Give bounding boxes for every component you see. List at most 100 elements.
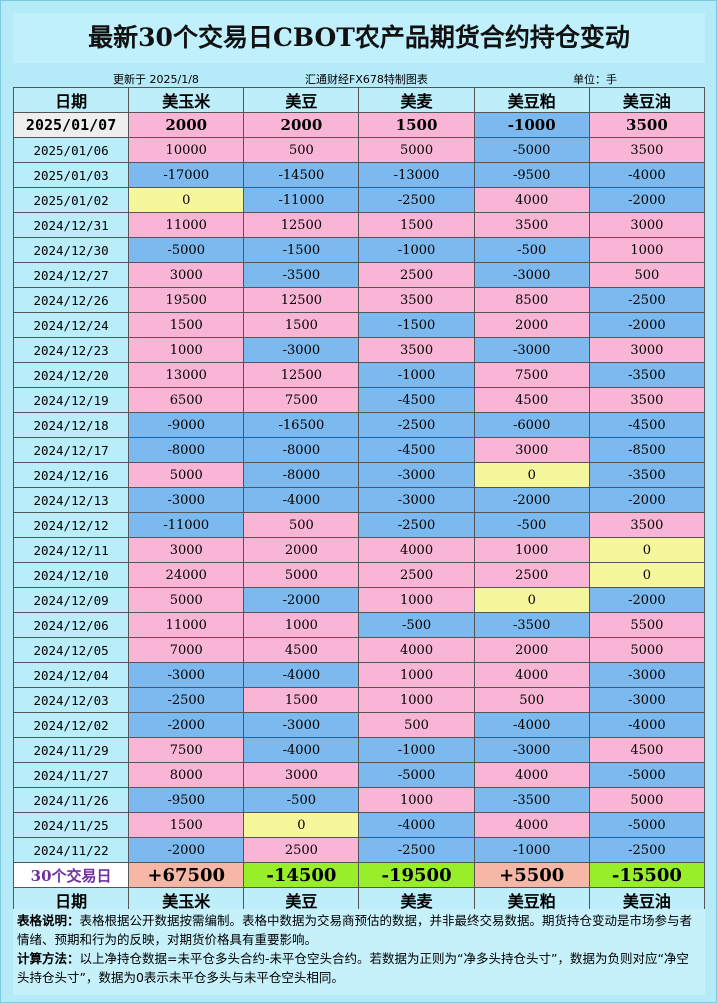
cell: 0 bbox=[473, 587, 590, 613]
cell: 3500 bbox=[358, 287, 475, 313]
note-label: 表格说明： bbox=[17, 913, 80, 928]
cell: -4000 bbox=[588, 712, 706, 738]
cell: -500 bbox=[473, 512, 590, 538]
cell: -3000 bbox=[588, 662, 706, 688]
cell: 500 bbox=[358, 712, 475, 738]
note-label: 计算方法： bbox=[17, 951, 80, 966]
note-text: 以上净持仓数据=未平仓多头合约-未平仓空头合约。若数据为正则为“净多头持仓头寸”… bbox=[17, 951, 689, 985]
cell: -9500 bbox=[473, 162, 590, 188]
cell: 0 bbox=[128, 187, 245, 213]
data-row: 2024/12/18 -9000 -16500 -2500 -6000 -4500 bbox=[12, 412, 706, 438]
cell: -4000 bbox=[588, 162, 706, 188]
date-cell: 2025/01/06 bbox=[12, 137, 130, 163]
data-row: 2025/01/03 -17000 -14500 -13000 -9500 -4000 bbox=[12, 162, 706, 188]
cell: -8500 bbox=[588, 437, 706, 463]
cell: -2000 bbox=[128, 837, 245, 863]
data-row: 2024/12/23 1000 -3000 3500 -3000 3000 bbox=[12, 337, 706, 363]
cell: -1000 bbox=[358, 737, 475, 763]
cell: 2000 bbox=[473, 637, 590, 663]
cell: -4000 bbox=[358, 812, 475, 838]
cell: 3000 bbox=[473, 437, 590, 463]
cell: 3500 bbox=[588, 112, 706, 138]
cell: -6000 bbox=[473, 412, 590, 438]
date-cell: 2024/12/13 bbox=[12, 487, 130, 513]
total-cell: +5500 bbox=[473, 862, 590, 888]
cell: -2000 bbox=[588, 487, 706, 513]
date-cell: 2024/12/04 bbox=[12, 662, 130, 688]
footer-row: 日期 美玉米 美豆 美麦 美豆粕 美豆油 bbox=[12, 887, 706, 913]
date-cell: 2024/12/31 bbox=[12, 212, 130, 238]
cell: 5000 bbox=[358, 137, 475, 163]
cell: 2000 bbox=[473, 312, 590, 338]
cell: 4000 bbox=[473, 662, 590, 688]
cell: -3500 bbox=[243, 262, 360, 288]
cell: 7000 bbox=[128, 637, 245, 663]
column-header: 美豆粕 bbox=[473, 87, 590, 113]
cell: 2500 bbox=[473, 562, 590, 588]
cell: 4000 bbox=[358, 537, 475, 563]
data-row: 2024/12/30 -5000 -1500 -1000 -500 1000 bbox=[12, 237, 706, 263]
source: 汇通财经FX678特制图表 bbox=[305, 73, 428, 86]
column-header: 美豆粕 bbox=[473, 887, 590, 913]
date-cell: 2024/12/23 bbox=[12, 337, 130, 363]
cell: 7500 bbox=[128, 737, 245, 763]
cell: -2500 bbox=[588, 287, 706, 313]
cell: 1000 bbox=[358, 687, 475, 713]
cell: -5000 bbox=[128, 237, 245, 263]
cell: 13000 bbox=[128, 362, 245, 388]
note: 表格说明：表格根据公开数据按需编制。表格中数据为交易商预估的数据，并非最终交易数… bbox=[17, 911, 701, 949]
cell: -17000 bbox=[128, 162, 245, 188]
cell: 3500 bbox=[588, 512, 706, 538]
cell: -1000 bbox=[473, 112, 590, 138]
cell: 1000 bbox=[358, 587, 475, 613]
date-cell: 2024/11/29 bbox=[12, 737, 130, 763]
date-cell: 2024/12/16 bbox=[12, 462, 130, 488]
cell: -16500 bbox=[243, 412, 360, 438]
cell: -3000 bbox=[473, 337, 590, 363]
cell: -11000 bbox=[243, 187, 360, 213]
cell: 1500 bbox=[243, 312, 360, 338]
date-cell: 2024/11/27 bbox=[12, 762, 130, 788]
note: 计算方法：以上净持仓数据=未平仓多头合约-未平仓空头合约。若数据为正则为“净多头… bbox=[17, 949, 701, 987]
cell: 4000 bbox=[473, 762, 590, 788]
cell: -11000 bbox=[128, 512, 245, 538]
cell: -4000 bbox=[243, 662, 360, 688]
cell: -1000 bbox=[358, 237, 475, 263]
cell: 5000 bbox=[128, 462, 245, 488]
cell: -9000 bbox=[128, 412, 245, 438]
date-cell: 2024/12/06 bbox=[12, 612, 130, 638]
cell: -3000 bbox=[243, 712, 360, 738]
cell: 2000 bbox=[243, 537, 360, 563]
cell: -2000 bbox=[588, 312, 706, 338]
date-cell: 2024/12/24 bbox=[12, 312, 130, 338]
cell: -4500 bbox=[588, 412, 706, 438]
cell: 1500 bbox=[358, 212, 475, 238]
column-header: 美豆 bbox=[243, 87, 360, 113]
cell: 3000 bbox=[588, 337, 706, 363]
cell: 1000 bbox=[473, 537, 590, 563]
data-row: 2024/12/26 19500 12500 3500 8500 -2500 bbox=[12, 287, 706, 313]
date-cell: 2024/12/26 bbox=[12, 287, 130, 313]
cell: -13000 bbox=[358, 162, 475, 188]
cell: 4000 bbox=[473, 812, 590, 838]
cell: -14500 bbox=[243, 162, 360, 188]
cell: -9500 bbox=[128, 787, 245, 813]
cell: 2000 bbox=[128, 112, 245, 138]
column-header: 日期 bbox=[12, 887, 130, 913]
cell: -5000 bbox=[358, 762, 475, 788]
cell: 12500 bbox=[243, 287, 360, 313]
cell: -500 bbox=[358, 612, 475, 638]
note-text: 表格根据公开数据按需编制。表格中数据为交易商预估的数据，并非最终交易数据。期货持… bbox=[17, 913, 693, 947]
subtitle-bar: 更新于 2025/1/8 汇通财经FX678特制图表 单位：手 bbox=[13, 69, 705, 87]
total-cell: +67500 bbox=[128, 862, 245, 888]
data-row: 2024/12/06 11000 1000 -500 -3500 5500 bbox=[12, 612, 706, 638]
cell: 5000 bbox=[588, 637, 706, 663]
cell: -1000 bbox=[473, 837, 590, 863]
date-cell: 2024/12/11 bbox=[12, 537, 130, 563]
cell: -2000 bbox=[243, 587, 360, 613]
total-cell: -15500 bbox=[588, 862, 706, 888]
data-row: 2024/12/03 -2500 1500 1000 500 -3000 bbox=[12, 687, 706, 713]
cell: 500 bbox=[243, 512, 360, 538]
cell: 4000 bbox=[473, 187, 590, 213]
cell: -4500 bbox=[358, 387, 475, 413]
